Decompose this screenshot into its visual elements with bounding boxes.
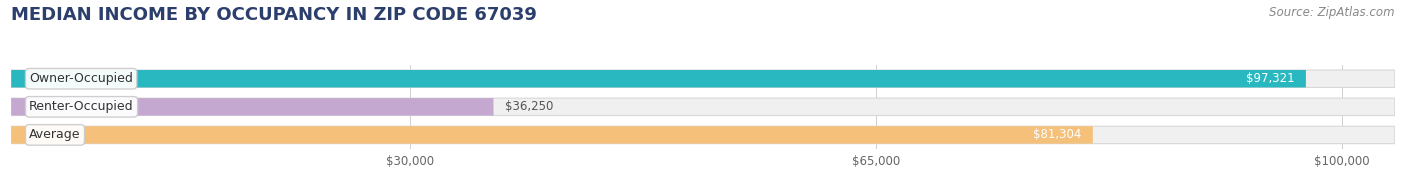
Text: Average: Average	[30, 128, 80, 141]
Text: Renter-Occupied: Renter-Occupied	[30, 100, 134, 113]
Text: $97,321: $97,321	[1246, 72, 1295, 85]
Text: Owner-Occupied: Owner-Occupied	[30, 72, 134, 85]
FancyBboxPatch shape	[11, 126, 1092, 144]
FancyBboxPatch shape	[11, 70, 1395, 87]
FancyBboxPatch shape	[11, 126, 1395, 144]
FancyBboxPatch shape	[11, 98, 1395, 115]
Text: $81,304: $81,304	[1033, 128, 1081, 141]
Text: $36,250: $36,250	[505, 100, 553, 113]
Text: Source: ZipAtlas.com: Source: ZipAtlas.com	[1270, 6, 1395, 19]
FancyBboxPatch shape	[11, 98, 494, 115]
FancyBboxPatch shape	[11, 70, 1306, 87]
Text: MEDIAN INCOME BY OCCUPANCY IN ZIP CODE 67039: MEDIAN INCOME BY OCCUPANCY IN ZIP CODE 6…	[11, 6, 537, 24]
